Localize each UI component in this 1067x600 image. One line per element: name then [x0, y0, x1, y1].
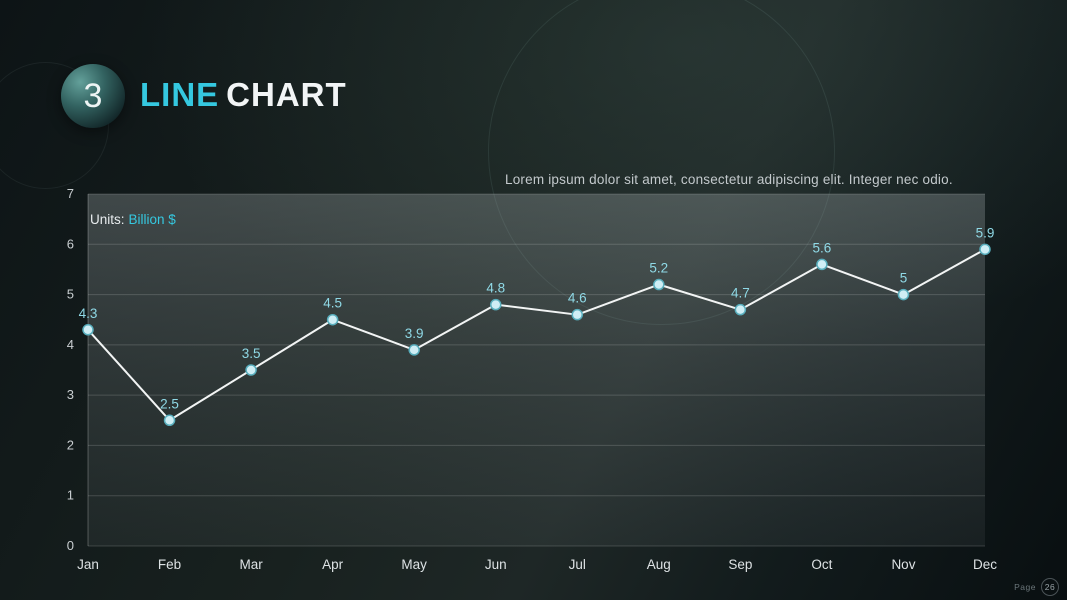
- page-number-badge: 26: [1041, 578, 1059, 596]
- y-axis-tick: 3: [67, 387, 74, 402]
- page-footer: Page 26: [1014, 578, 1059, 596]
- data-point: [571, 308, 584, 321]
- data-point: [408, 344, 420, 356]
- x-axis-label: Jun: [485, 557, 507, 572]
- x-axis-label: Sep: [728, 557, 752, 572]
- plot-area: [88, 194, 985, 546]
- x-axis-label: Nov: [891, 557, 915, 572]
- units-label: Units: Billion $: [90, 212, 176, 227]
- data-label: 4.8: [486, 281, 505, 296]
- data-label: 4.5: [323, 296, 342, 311]
- y-axis-tick: 4: [67, 337, 74, 352]
- data-label: 5.2: [649, 261, 668, 276]
- data-line: [87, 248, 986, 422]
- data-label: 5.9: [976, 225, 995, 240]
- title-rest: CHART: [226, 76, 347, 113]
- data-point: [979, 243, 991, 256]
- data-label: 3.5: [242, 346, 261, 361]
- page-title: LINE CHART: [140, 76, 347, 114]
- y-axis-tick: 2: [67, 437, 74, 452]
- x-axis-label: Apr: [322, 557, 344, 572]
- units-value-text: Billion $: [128, 212, 176, 227]
- data-label: 4.6: [568, 291, 587, 306]
- y-axis-tick: 5: [67, 287, 74, 302]
- y-axis-tick: 1: [67, 488, 74, 503]
- x-axis-label: Jul: [569, 557, 586, 572]
- y-axis-tick: 0: [67, 538, 74, 553]
- x-axis-label: Aug: [647, 557, 671, 572]
- data-point: [816, 258, 828, 271]
- section-number-badge: 3: [61, 64, 125, 128]
- x-axis-label: May: [401, 557, 427, 572]
- data-point: [897, 288, 910, 301]
- x-axis-label: Mar: [239, 557, 263, 572]
- data-label: 3.9: [405, 326, 424, 341]
- y-axis-tick: 7: [67, 186, 74, 201]
- data-point: [245, 364, 257, 376]
- x-axis-label: Feb: [158, 557, 181, 572]
- data-point: [82, 324, 94, 336]
- title-accent: LINE: [140, 76, 220, 113]
- data-label: 4.3: [79, 306, 98, 321]
- page-label: Page: [1014, 582, 1036, 592]
- subtitle-text: Lorem ipsum dolor sit amet, consectetur …: [505, 172, 953, 187]
- x-axis-label: Oct: [811, 557, 832, 572]
- data-point: [489, 298, 502, 311]
- units-label-text: Units:: [90, 212, 125, 227]
- data-point: [734, 303, 747, 316]
- section-number: 3: [83, 76, 103, 115]
- data-point: [653, 278, 665, 291]
- data-point: [163, 414, 176, 427]
- data-label: 4.7: [731, 286, 750, 301]
- page-number: 26: [1044, 582, 1056, 592]
- x-axis-label: Jan: [77, 557, 99, 572]
- data-label: 5.6: [813, 240, 832, 255]
- data-label: 2.5: [160, 396, 179, 411]
- data-label: 5: [900, 271, 908, 286]
- y-axis-tick: 6: [67, 236, 74, 251]
- x-axis-label: Dec: [973, 557, 997, 572]
- data-point: [326, 313, 339, 326]
